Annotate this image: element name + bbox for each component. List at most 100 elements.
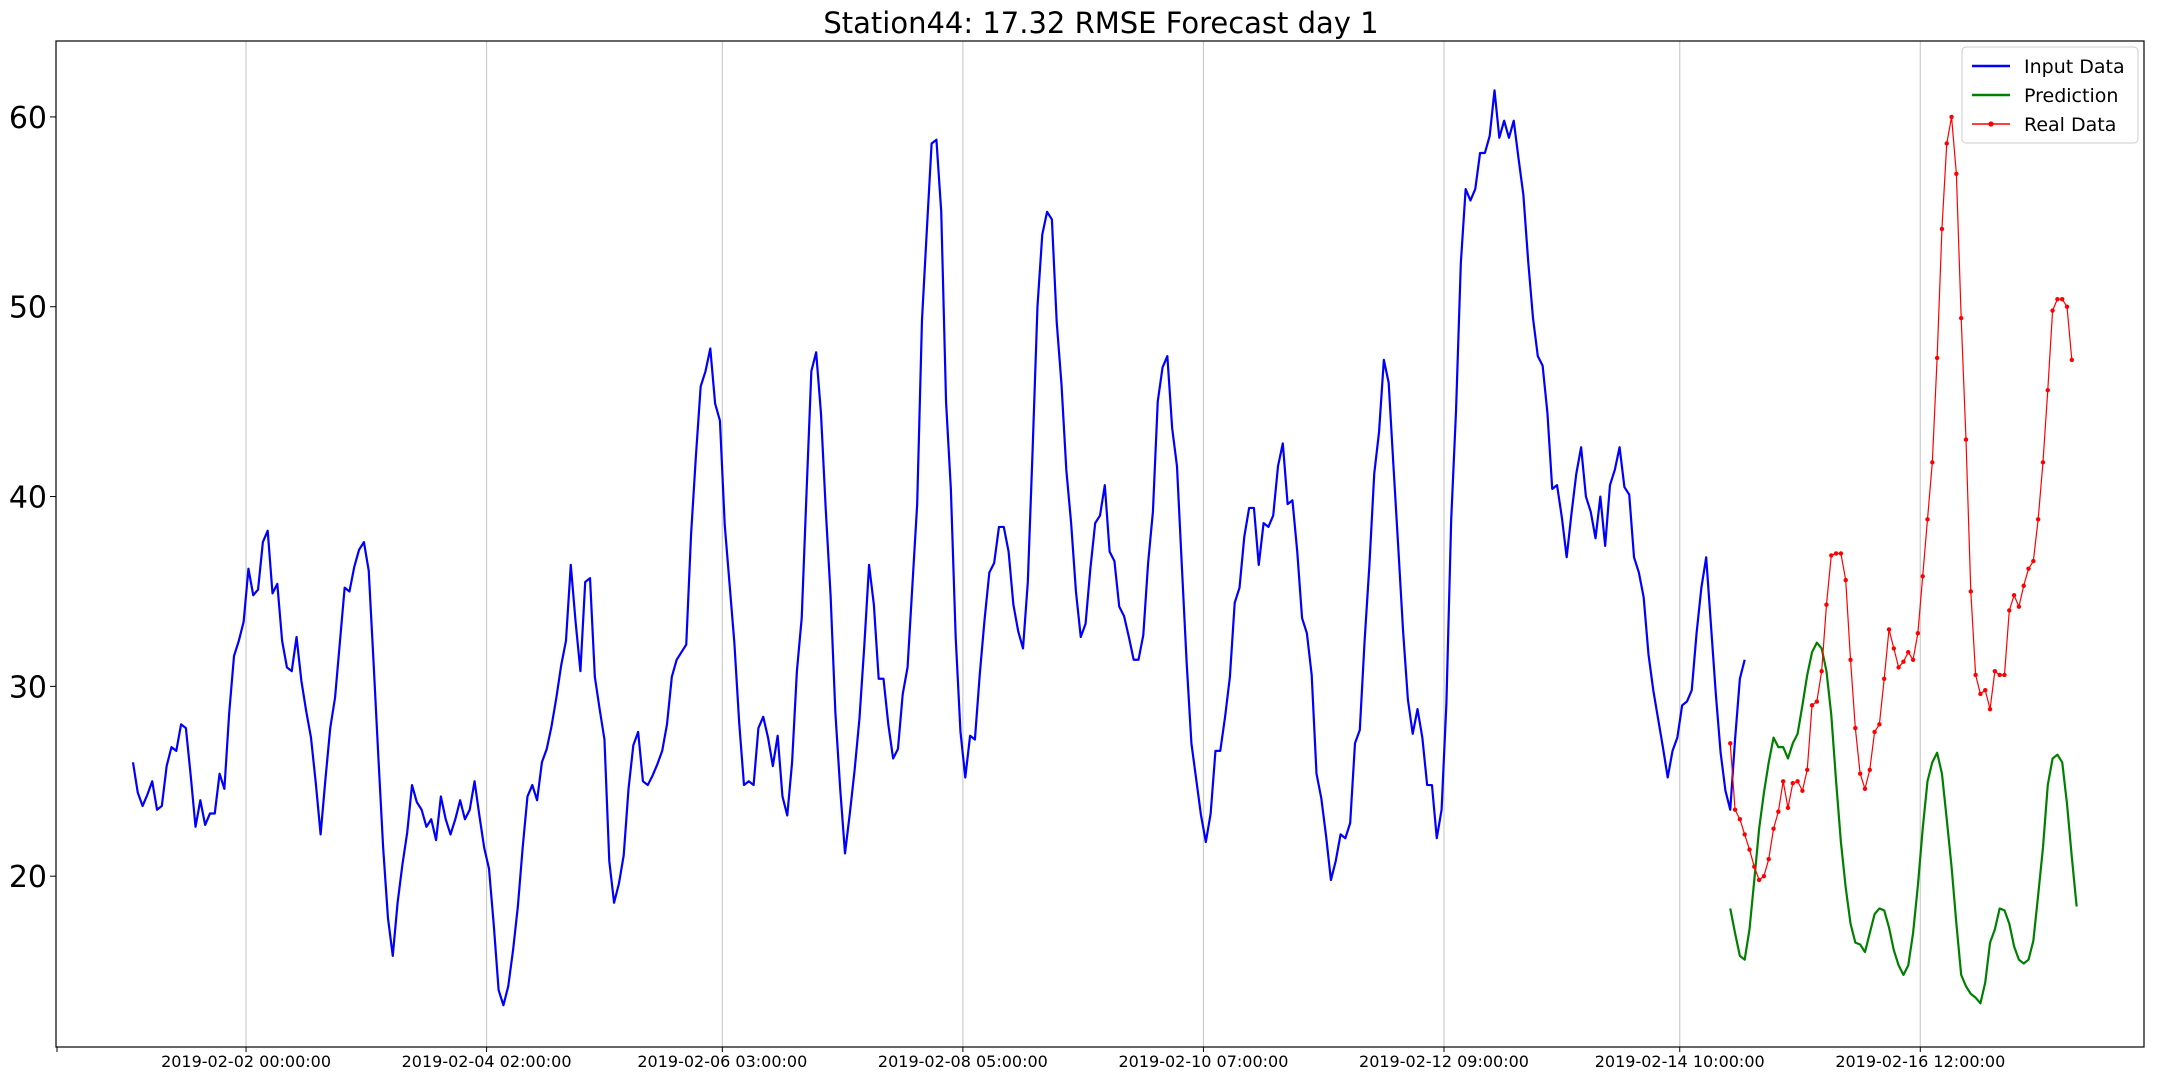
real-data-point	[1925, 517, 1930, 522]
real-data-point	[1756, 877, 1762, 883]
x-tick-label: 2019-02-02 00:00:00	[161, 1052, 331, 1071]
axes-frame	[55, 40, 2145, 1048]
x-tick-label: 2019-02-14 10:00:00	[1595, 1052, 1765, 1071]
real-data-point	[1939, 226, 1945, 232]
plot-series	[131, 89, 2078, 1007]
real-data-point	[1891, 646, 1897, 651]
real-data-point	[1853, 725, 1858, 731]
real-data-point	[2031, 558, 2036, 564]
real-data-point	[1848, 657, 1853, 662]
real-data-point	[1728, 741, 1733, 746]
y-tick-label: 20	[9, 860, 47, 895]
y-axis-ticks: 20 30 40 50 60	[9, 101, 56, 895]
real-data-point	[1771, 826, 1776, 831]
legend-box	[1961, 46, 2139, 144]
real-data-point	[1978, 691, 1983, 697]
real-data-point	[1872, 729, 1877, 735]
real-data-point	[2011, 593, 2017, 598]
x-tick-label: 2019-02-06 03:00:00	[637, 1052, 807, 1071]
series-line-prediction	[1729, 641, 2078, 1005]
legend-marker	[1988, 121, 1994, 127]
real-data-point	[1805, 767, 1810, 773]
real-data-point	[1963, 437, 1969, 442]
real-data-point	[2016, 604, 2022, 609]
legend-label-prediction: Prediction	[2024, 85, 2118, 107]
real-data-point	[1780, 779, 1786, 784]
real-data-point	[2045, 388, 2050, 393]
x-tick-label: 2019-02-12 09:00:00	[1359, 1052, 1529, 1071]
y-tick-label: 40	[9, 481, 47, 516]
real-data-point	[1732, 807, 1738, 812]
real-data-point	[1814, 699, 1820, 704]
real-data-point	[1920, 574, 1925, 579]
real-data-point	[1824, 602, 1829, 607]
real-data-point	[1934, 355, 1940, 361]
real-data-point	[1867, 767, 1872, 773]
real-data-point	[1843, 577, 1848, 583]
real-data-point	[1949, 114, 1954, 120]
real-data-point	[1819, 668, 1824, 674]
real-data-point	[1785, 805, 1791, 811]
real-data-point	[1886, 627, 1892, 632]
real-data-point	[2060, 296, 2065, 302]
real-data-point	[1968, 589, 1974, 594]
real-data-point	[1958, 315, 1964, 321]
real-data-point	[1833, 551, 1839, 556]
y-tick-label: 30	[9, 670, 47, 705]
real-data-point	[2050, 308, 2055, 313]
chart-legend: Input Data Prediction Real Data	[1961, 46, 2139, 144]
real-data-point	[1954, 171, 1959, 177]
real-data-point	[2021, 583, 2026, 588]
real-data-point	[1983, 687, 1988, 693]
real-data-point	[1862, 786, 1868, 792]
real-data-point	[1838, 551, 1844, 556]
real-data-point	[1790, 780, 1795, 786]
grid-lines	[245, 41, 1921, 1047]
real-data-point	[2007, 608, 2012, 613]
real-data-point	[1742, 832, 1747, 837]
y-tick-label: 50	[9, 291, 47, 326]
real-data-point	[1896, 665, 1901, 670]
x-tick-label: 2019-02-10 07:00:00	[1118, 1052, 1288, 1071]
real-data-point	[2035, 517, 2041, 522]
real-data-point	[1752, 864, 1757, 869]
real-data-point	[1997, 672, 2002, 678]
real-data-point	[1915, 631, 1921, 636]
real-data-point	[2055, 296, 2060, 302]
real-data-point	[1766, 856, 1771, 862]
chart-title: Station44: 17.32 RMSE Forecast day 1	[823, 6, 1378, 40]
x-tick-label: 2019-02-08 05:00:00	[878, 1052, 1048, 1071]
real-data-point	[1829, 553, 1834, 558]
real-data-point	[2064, 304, 2070, 309]
real-data-point	[1882, 676, 1887, 681]
real-data-point	[1747, 847, 1752, 852]
real-data-point	[1987, 706, 1993, 712]
real-data-point	[1910, 657, 1916, 662]
real-data-point	[1906, 649, 1911, 655]
series-line-input-data	[131, 89, 1746, 1007]
real-data-point	[1944, 141, 1949, 146]
legend-label-input-data: Input Data	[2024, 56, 2125, 78]
real-data-point	[2026, 566, 2031, 571]
real-data-point	[1857, 771, 1863, 776]
legend-label-real-data: Real Data	[2024, 114, 2116, 136]
real-data-point	[1737, 817, 1743, 822]
real-data-point	[1795, 779, 1800, 784]
real-data-point	[1776, 809, 1781, 814]
real-data-point	[1809, 703, 1815, 708]
x-axis-ticks: 2019-02-02 00:00:00 2019-02-04 02:00:00 20…	[56, 1047, 2005, 1071]
real-data-point	[2040, 460, 2046, 465]
real-data-point	[2069, 357, 2075, 363]
real-data-point	[1992, 668, 1998, 674]
x-tick-label: 2019-02-04 02:00:00	[402, 1052, 572, 1071]
real-data-point	[1800, 788, 1805, 793]
x-tick-label: 2019-02-16 12:00:00	[1835, 1052, 2005, 1071]
real-data-point	[2002, 672, 2007, 678]
real-data-point	[1973, 672, 1978, 678]
real-data-point	[1930, 460, 1935, 465]
real-data-point	[1761, 873, 1767, 879]
y-tick-label: 60	[9, 101, 47, 136]
series-line-real-data	[1729, 116, 2073, 881]
real-data-point	[1901, 659, 1906, 664]
